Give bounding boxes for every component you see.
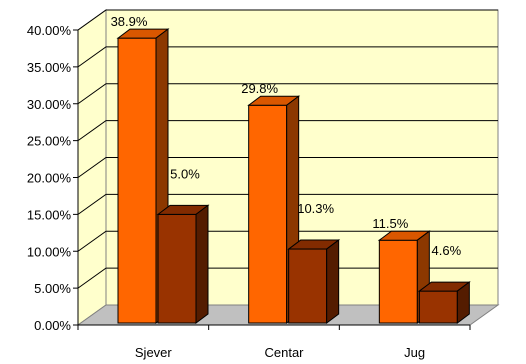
bar	[417, 281, 471, 324]
bar-side	[195, 204, 209, 324]
gridline	[77, 267, 498, 289]
gridline	[77, 193, 498, 215]
x-tick-label: Sjever	[135, 345, 173, 360]
y-tick-label: 20.00%	[27, 171, 72, 186]
data-label: 11.5%	[372, 216, 408, 231]
bar	[156, 204, 210, 324]
y-tick-label: 40.00%	[27, 23, 72, 38]
data-label: 10.3%	[297, 201, 334, 216]
bar-front	[288, 248, 328, 324]
y-tick-label: 15.00%	[27, 207, 72, 222]
y-tick-label: 35.00%	[27, 60, 72, 75]
gridline	[77, 230, 498, 252]
bar-front	[418, 290, 458, 324]
gridline	[77, 46, 498, 68]
x-tick-label: Jug	[404, 345, 425, 360]
y-tick-label: 0.00%	[34, 318, 71, 333]
y-tick-label: 30.00%	[27, 97, 72, 112]
labels: 0.00% 5.00% 10.00% 15.00% 20.00% 25.00% 30.00%…	[27, 14, 462, 360]
gridline	[77, 120, 498, 142]
data-label: 38.9%	[111, 14, 148, 29]
axes	[73, 29, 471, 330]
bar-side	[326, 239, 340, 324]
y-tick-label: 5.00%	[34, 281, 71, 296]
gridlines	[77, 9, 498, 289]
data-label: 29.8%	[241, 81, 278, 96]
gridline	[77, 83, 498, 105]
bar-front	[157, 213, 197, 324]
y-tick-label: 10.00%	[27, 244, 72, 259]
bar-side	[456, 281, 470, 324]
gridline	[77, 9, 498, 31]
x-tick-label: Centar	[264, 345, 304, 360]
data-label: 5.0%	[170, 166, 200, 181]
bar-front	[248, 104, 288, 324]
gridline	[77, 157, 498, 178]
bars	[116, 28, 471, 324]
bar	[287, 239, 341, 324]
bar-front	[378, 239, 418, 324]
y-tick-label: 25.00%	[27, 134, 72, 149]
bar-front	[117, 37, 157, 324]
data-label: 4.6%	[432, 243, 462, 258]
